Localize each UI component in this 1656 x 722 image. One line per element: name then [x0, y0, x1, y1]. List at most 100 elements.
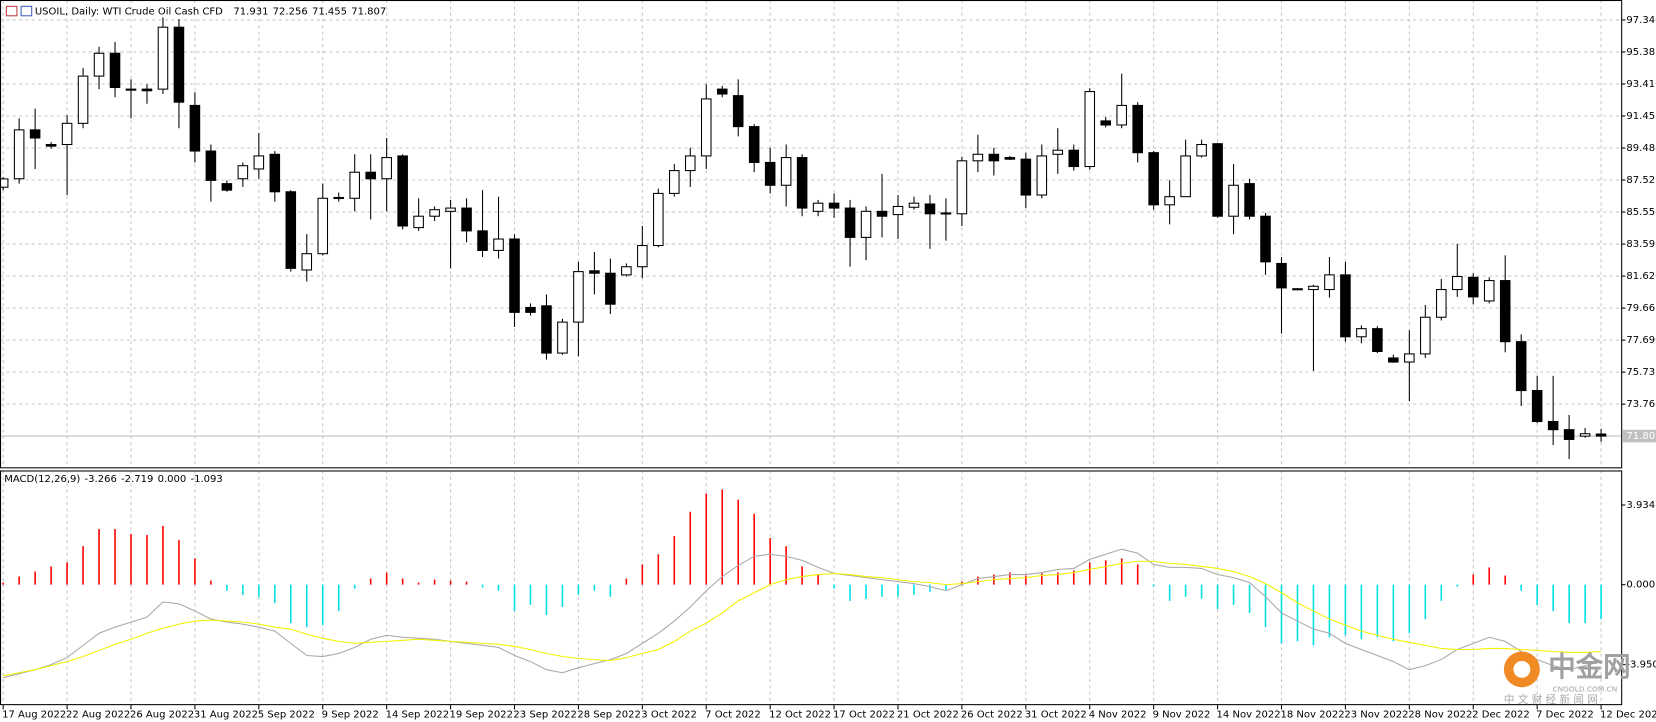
x-tick-label: 17 Oct 2022: [833, 710, 895, 721]
chart-header: USOIL, Daily: WTI Crude Oil Cash CFD 71.9…: [35, 7, 386, 18]
candle-body-up: [1052, 149, 1064, 155]
candle-body-down: [397, 155, 408, 227]
candle-body-down: [1212, 143, 1223, 217]
candle-body-up: [621, 266, 632, 276]
candle-body-down: [1595, 433, 1607, 437]
chart-title: USOIL, Daily: WTI Crude Oil Cash CFD: [35, 7, 223, 18]
candle-body-down: [109, 52, 121, 89]
candle-body-up: [700, 98, 712, 157]
candle-body-up: [780, 157, 792, 186]
x-tick-label: 7 Oct 2022: [705, 710, 761, 721]
candle-body-up: [972, 153, 984, 162]
x-tick-label: 2 Dec 2022: [1472, 710, 1530, 721]
x-tick-label: 14 Nov 2022: [1217, 710, 1281, 721]
x-tick-label: 26 Aug 2022: [130, 710, 194, 721]
candle-body-down: [125, 88, 137, 91]
watermark-slogan: 中 文 财 经 新 闻 网: [1504, 693, 1598, 706]
candle-body-up: [812, 202, 824, 212]
candle-body-down: [1547, 420, 1559, 431]
watermark-brand: 中金网: [1548, 651, 1630, 683]
candle-body-up: [445, 207, 456, 212]
candle-body-up: [253, 155, 265, 170]
candle-body-up: [653, 192, 664, 247]
candle-body-up: [1324, 274, 1335, 291]
candle-body-down: [1068, 149, 1080, 168]
x-tick-label: 3 Oct 2022: [641, 710, 697, 721]
candle-body-up: [1451, 275, 1463, 291]
candle-body-down: [1100, 120, 1112, 126]
candle-body-down: [29, 129, 41, 139]
candle-body-down: [205, 150, 217, 181]
candle-body-up: [860, 210, 872, 238]
x-tick-label: 31 Oct 2022: [1025, 710, 1087, 721]
x-tick-label: 9 Sep 2022: [322, 710, 379, 721]
candle-body-up: [77, 75, 89, 124]
candle-body-up: [1356, 328, 1367, 338]
candle-body-up: [381, 157, 392, 180]
y-tick-label: 87.521: [1626, 175, 1656, 186]
candle-body-up: [1292, 288, 1303, 291]
candle-body-up: [1180, 155, 1191, 198]
candle-body-down: [1244, 183, 1255, 217]
y-tick-label: 89.486: [1626, 143, 1656, 154]
candle-body-down: [844, 207, 856, 238]
x-tick-label: 4 Nov 2022: [1089, 710, 1147, 721]
x-tick-label: 18 Nov 2022: [1280, 710, 1344, 721]
y-tick-label: -3.950: [1626, 660, 1656, 671]
candle-body-up: [1483, 280, 1495, 302]
candle-body-up: [573, 271, 584, 323]
y-tick-label: 0.000: [1626, 580, 1655, 591]
candle-body-down: [1531, 390, 1543, 423]
indicator-value: -2.719: [121, 474, 153, 485]
candle-body-down: [876, 210, 888, 217]
x-tick-label: 5 Sep 2022: [258, 710, 315, 721]
candle-body-up: [1579, 433, 1591, 437]
candle-body-down: [269, 153, 281, 193]
candle-body-up: [1404, 353, 1415, 363]
x-tick-label: 7 Dec 2022: [1536, 710, 1594, 721]
x-tick-label: 23 Sep 2022: [513, 710, 577, 721]
candle-body-down: [605, 272, 616, 305]
candle-body-up: [1228, 184, 1239, 217]
candle-body-up: [1084, 91, 1096, 168]
candle-body-down: [1132, 104, 1143, 154]
price-tag-label: 71.807: [1626, 431, 1656, 442]
grid-layer: [0, 0, 1626, 710]
ohlc-close: 71.807: [351, 7, 386, 18]
candle-body-down: [1340, 274, 1351, 338]
candle-body-down: [285, 191, 297, 269]
indicator-line: [3, 560, 1602, 677]
candle-body-down: [1004, 157, 1016, 160]
candle-body-down: [748, 126, 760, 163]
y-tick-label: 3.934: [1626, 500, 1655, 511]
candle-body-up: [1196, 143, 1207, 157]
price-tag: [1622, 429, 1656, 443]
text-layer: USOIL, Daily: WTI Crude Oil Cash CFD 71.9…: [2, 5, 1656, 721]
candle-body-down: [477, 230, 488, 251]
candle-body-up: [1164, 196, 1175, 206]
candle-body-down: [141, 88, 153, 92]
x-tick-label: 28 Sep 2022: [577, 710, 641, 721]
y-tick-label: 79.661: [1626, 303, 1656, 314]
x-tick-label: 17 Aug 2022: [2, 710, 66, 721]
ohlc-high: 72.256: [273, 7, 308, 18]
candle-body-down: [1372, 328, 1383, 352]
ohlc-open: 71.931: [233, 7, 268, 18]
candle-body-up: [61, 122, 73, 146]
candle-body-up: [157, 26, 169, 90]
x-tick-label: 31 Aug 2022: [194, 710, 258, 721]
marks-layer: [0, 17, 1607, 679]
x-tick-label: 12 Dec 2022: [1600, 710, 1656, 721]
candle-body-up: [0, 178, 9, 188]
candle-body-down: [796, 157, 808, 209]
x-tick-label: 14 Sep 2022: [386, 710, 450, 721]
candle-body-up: [317, 197, 329, 255]
candle-body-down: [525, 306, 536, 313]
x-tick-label: 23 Nov 2022: [1344, 710, 1408, 721]
candle-body-up: [892, 205, 904, 216]
y-tick-label: 77.696: [1626, 335, 1656, 346]
candle-body-down: [716, 88, 728, 95]
indicator-value: -3.266: [85, 474, 117, 485]
window-icon: [5, 5, 18, 17]
